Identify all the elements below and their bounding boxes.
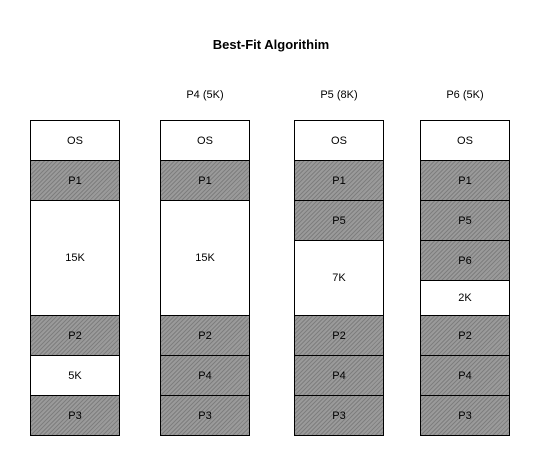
block-label: P5: [332, 214, 346, 227]
block-label: P2: [458, 329, 472, 342]
block-label: 15K: [195, 252, 215, 264]
block-label: 5K: [68, 369, 82, 382]
block-label: P1: [458, 174, 472, 187]
block-label: 7K: [332, 272, 346, 284]
memory-block-p1: P1: [294, 160, 384, 201]
memory-block-p1: P1: [160, 160, 250, 201]
column-header-p6: P6 (5K): [446, 89, 484, 101]
memory-column-p5: OS P1 P5 7K P2 P4 P3: [294, 120, 384, 436]
memory-block-p2: P2: [160, 315, 250, 356]
free-memory-block: 15K: [30, 200, 120, 316]
block-label: OS: [457, 134, 473, 147]
memory-block-p5: P5: [294, 200, 384, 241]
block-label: P5: [458, 214, 472, 227]
column-header-p4: P4 (5K): [186, 89, 224, 101]
memory-block-p4: P4: [160, 355, 250, 396]
block-label: P4: [332, 369, 346, 382]
block-label: OS: [331, 134, 347, 147]
memory-block-p1: P1: [420, 160, 510, 201]
memory-block-p4: P4: [294, 355, 384, 396]
memory-block-p4: P4: [420, 355, 510, 396]
memory-block-p2: P2: [420, 315, 510, 356]
memory-block-p2: P2: [294, 315, 384, 356]
block-label: P1: [68, 174, 82, 187]
block-label: P1: [198, 174, 212, 187]
memory-block-p2: P2: [30, 315, 120, 356]
memory-block-p1: P1: [30, 160, 120, 201]
memory-block-p3: P3: [294, 395, 384, 436]
memory-block-p6: P6: [420, 240, 510, 281]
block-label: P3: [458, 409, 472, 422]
free-memory-block: 15K: [160, 200, 250, 316]
block-label: P3: [68, 409, 82, 422]
block-label: P3: [332, 409, 346, 422]
block-label: P6: [458, 254, 472, 267]
block-label: P2: [332, 329, 346, 342]
block-label: OS: [67, 134, 83, 147]
memory-block-os: OS: [294, 120, 384, 161]
block-label: P1: [332, 174, 346, 187]
memory-column-initial: OS P1 15K P2 5K P3: [30, 120, 120, 436]
block-label: OS: [197, 134, 213, 147]
memory-column-p6: OS P1 P5 P6 2K P2 P4 P3: [420, 120, 510, 436]
free-memory-block: 5K: [30, 355, 120, 396]
block-label: 15K: [65, 252, 85, 264]
diagram-title: Best-Fit Algorithim: [212, 37, 330, 52]
memory-block-p5: P5: [420, 200, 510, 241]
memory-block-os: OS: [30, 120, 120, 161]
block-label: 2K: [458, 292, 472, 304]
free-memory-block: 2K: [420, 280, 510, 316]
block-label: P3: [198, 409, 212, 422]
block-label: P4: [198, 369, 212, 382]
free-memory-block: 7K: [294, 240, 384, 316]
block-label: P4: [458, 369, 472, 382]
column-header-p5: P5 (8K): [320, 89, 358, 101]
memory-block-os: OS: [160, 120, 250, 161]
memory-block-p3: P3: [30, 395, 120, 436]
memory-block-p3: P3: [420, 395, 510, 436]
memory-block-os: OS: [420, 120, 510, 161]
block-label: P2: [68, 329, 82, 342]
memory-block-p3: P3: [160, 395, 250, 436]
memory-column-p4: OS P1 15K P2 P4 P3: [160, 120, 250, 436]
block-label: P2: [198, 329, 212, 342]
